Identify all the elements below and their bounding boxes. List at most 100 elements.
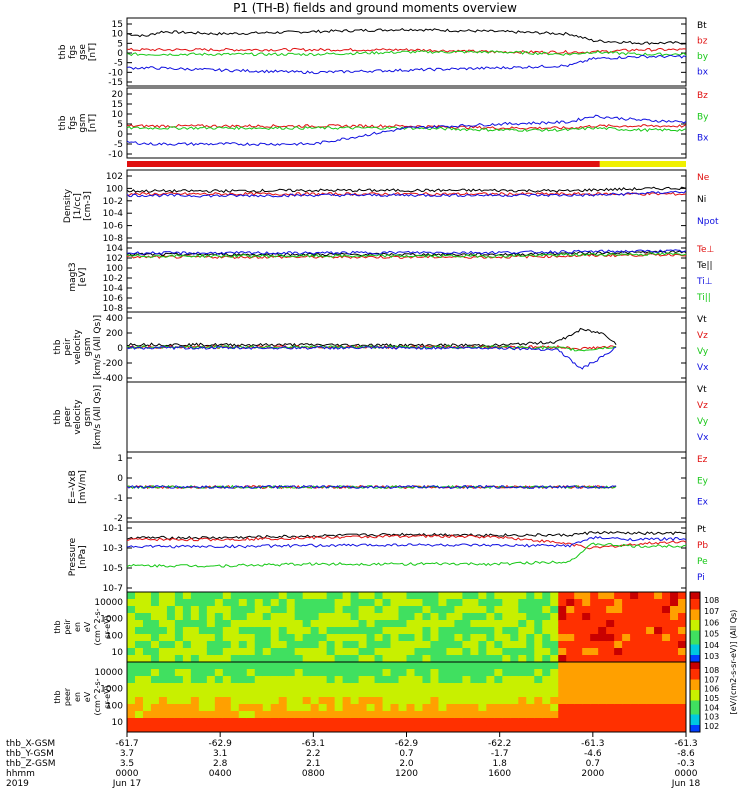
spectrogram-cell	[494, 711, 503, 719]
series-line-Npot	[126, 190, 687, 198]
spectrogram-cell	[662, 592, 671, 600]
spectrogram-cell	[494, 690, 503, 698]
spectrogram-cell	[342, 592, 352, 600]
spectrogram-cell	[198, 669, 208, 677]
spectrogram-cell	[534, 676, 543, 684]
series-line-Vx	[126, 345, 617, 370]
spectrogram-cell	[238, 620, 248, 628]
spectrogram-cell	[158, 690, 168, 698]
spectrogram-cell	[518, 613, 527, 621]
spectrogram-cell	[566, 613, 575, 621]
spectrogram-cell	[406, 676, 415, 684]
colorbar-tick-label: 107	[704, 607, 719, 616]
spectrogram-cell	[446, 711, 455, 719]
spectrogram-cell	[342, 620, 352, 628]
spectrogram-cell	[382, 683, 392, 691]
spectrogram-cell	[342, 669, 352, 677]
spectrogram-cell	[630, 676, 639, 684]
spectrogram-cell	[166, 697, 176, 705]
spectrogram-cell	[294, 599, 304, 607]
y-tick-label: 10-8	[103, 234, 124, 244]
spectrogram-cell	[278, 620, 288, 628]
spectrogram-cell	[534, 599, 543, 607]
spectrogram-cell	[358, 669, 368, 677]
spectrogram-cell	[190, 676, 200, 684]
spectrogram-cell	[630, 641, 639, 649]
spectrogram-cell	[166, 669, 176, 677]
spectrogram-cell	[374, 606, 384, 614]
y-tick-label: -1	[114, 494, 123, 504]
series-line-Vy	[126, 344, 617, 352]
spectrogram-cell	[502, 613, 511, 621]
spectrogram-cell	[366, 683, 376, 691]
spectrogram-cell	[574, 704, 583, 712]
spectrogram-cell	[254, 704, 264, 712]
spectrogram-cell	[534, 648, 543, 656]
spectrogram-cell	[494, 683, 503, 691]
spectrogram-cell	[670, 676, 679, 684]
spectrogram-cell	[326, 599, 336, 607]
spectrogram-cell	[374, 648, 384, 656]
spectrogram-cell	[470, 683, 479, 691]
spectrogram-cell	[174, 627, 184, 635]
y-tick-label: 15	[112, 100, 123, 110]
spectrogram-cell	[214, 704, 224, 712]
spectrogram-cell	[214, 697, 224, 705]
spectrogram-cell	[310, 669, 320, 677]
spectrogram-cell	[318, 662, 328, 670]
spectrogram-cell	[406, 725, 415, 733]
spectrogram-cell	[470, 606, 479, 614]
spectrogram-cell	[350, 634, 360, 642]
spectrogram-cell	[222, 592, 232, 600]
spectrogram-cell	[278, 711, 288, 719]
ephemeris-value: 1200	[395, 769, 418, 779]
colorbar-cell	[690, 697, 700, 701]
spectrogram-cell	[222, 627, 232, 635]
spectrogram-cell	[582, 669, 591, 677]
spectrogram-cell	[390, 662, 400, 670]
spectrogram-cell	[166, 711, 176, 719]
spectrogram-cell	[654, 606, 663, 614]
spectrogram-cell	[350, 704, 360, 712]
spectrogram-cell	[542, 648, 551, 656]
y-tick-label: -15	[108, 78, 123, 88]
spectrogram-cell	[646, 711, 655, 719]
spectrogram-cell	[246, 669, 256, 677]
colorbar-tick-label: 103	[704, 713, 719, 722]
spectrogram-cell	[454, 641, 463, 649]
spectrogram-cell	[494, 592, 503, 600]
spectrogram-cell	[350, 690, 360, 698]
y-tick-label: 1000	[100, 615, 123, 625]
spectrogram-cell	[438, 606, 447, 614]
spectrogram-cell	[678, 690, 687, 698]
spectrogram-cell	[302, 718, 312, 726]
spectrogram-cell	[262, 725, 272, 733]
spectrogram-cell	[334, 669, 344, 677]
spectrogram-cell	[518, 725, 527, 733]
ephemeris-value: -8.6	[677, 749, 695, 759]
spectrogram-cell	[134, 606, 144, 614]
spectrogram-cell	[558, 711, 567, 719]
spectrogram-cell	[390, 697, 400, 705]
spectrogram-cell	[550, 683, 559, 691]
spectrogram-cell	[678, 704, 687, 712]
spectrogram-cell	[182, 683, 192, 691]
spectrogram-cell	[590, 718, 599, 726]
spectrogram-cell	[230, 704, 240, 712]
spectrogram-cell	[566, 676, 575, 684]
spectrogram-cell	[222, 648, 232, 656]
spectrogram-cell	[462, 606, 471, 614]
spectrogram-cell	[238, 704, 248, 712]
y-axis-label: eV	[83, 691, 92, 702]
colorbar-cell	[690, 718, 700, 722]
spectrogram-cell	[198, 606, 208, 614]
spectrogram-cell	[358, 627, 368, 635]
spectrogram-cell	[598, 683, 607, 691]
spectrogram-cell	[542, 627, 551, 635]
spectrogram-cell	[414, 676, 423, 684]
spectrogram-cell	[174, 676, 184, 684]
legend-Ne: Ne	[697, 173, 710, 183]
spectrogram-cell	[510, 704, 519, 712]
spectrogram-cell	[334, 690, 344, 698]
quality-bar-red	[127, 161, 600, 167]
